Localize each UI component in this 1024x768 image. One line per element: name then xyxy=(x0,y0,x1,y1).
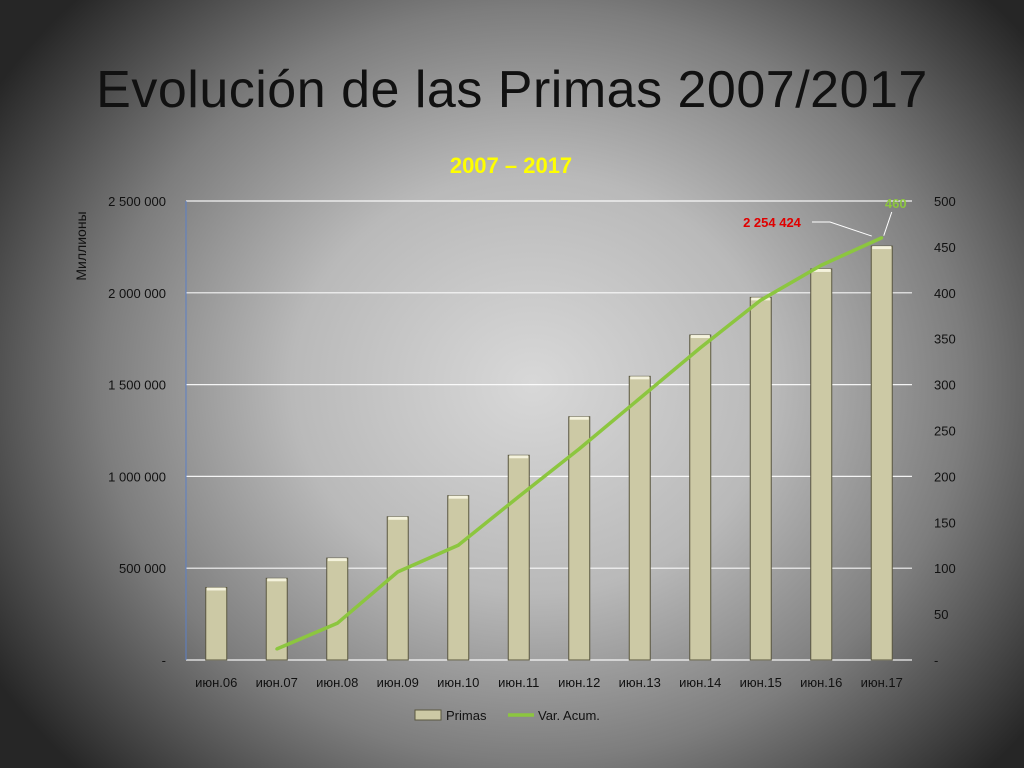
bar xyxy=(507,454,530,661)
x-tick-label: июн.08 xyxy=(316,675,358,690)
y-tick-label: 500 000 xyxy=(119,561,166,576)
y2-tick-label: 400 xyxy=(934,286,956,301)
y2-tick-label: 500 xyxy=(934,194,956,209)
annotations: 2 254 424 460 xyxy=(743,196,907,237)
x-tick-label: июн.12 xyxy=(558,675,600,690)
bar-highlight xyxy=(388,516,408,520)
x-axis: июн.06 июн.07 июн.08 июн.09 июн.10 июн.11 июн.… xyxy=(195,675,903,690)
line-series xyxy=(275,236,884,651)
y-axis: - 500 000 1 000 000 1 500 000 2 000 000 2 500… xyxy=(108,194,187,668)
bar-highlight xyxy=(690,335,710,339)
line-point xyxy=(275,647,279,651)
line-point xyxy=(880,236,884,240)
slide-title: Evolución de las Primas 2007/2017 xyxy=(96,61,928,119)
y2-axis: - 50 100 150 200 250 300 350 400 450 500 xyxy=(934,194,956,668)
bar xyxy=(628,375,651,661)
bars xyxy=(205,245,893,661)
x-tick-label: июн.07 xyxy=(256,675,298,690)
grid xyxy=(186,200,912,661)
bar xyxy=(326,557,349,661)
callout-leader xyxy=(812,221,872,237)
legend-label: Var. Acum. xyxy=(538,708,600,723)
line-point xyxy=(577,447,581,451)
bar-value-label: 2 254 424 xyxy=(743,215,802,230)
x-tick-label: июн.11 xyxy=(498,675,539,690)
line-point xyxy=(759,298,763,302)
x-tick-label: июн.14 xyxy=(679,675,721,690)
y-axis-label: Миллионы xyxy=(73,211,89,280)
callout-leader xyxy=(883,211,893,236)
line-point xyxy=(335,621,339,625)
bar xyxy=(205,586,228,661)
bar-highlight xyxy=(630,376,650,380)
bar-highlight xyxy=(811,268,831,272)
bar-highlight xyxy=(327,558,347,562)
bar-highlight xyxy=(872,246,892,250)
bar xyxy=(810,268,833,661)
bar-highlight xyxy=(206,587,226,591)
y-tick-label: - xyxy=(162,653,166,668)
bar-highlight xyxy=(509,455,529,459)
y2-tick-label: 350 xyxy=(934,332,956,347)
line-point xyxy=(517,495,521,499)
y-tick-label: 1 500 000 xyxy=(108,378,166,393)
y-tick-label: 2 500 000 xyxy=(108,194,166,209)
y2-tick-label: 150 xyxy=(934,515,956,530)
y2-tick-label: 200 xyxy=(934,469,956,484)
x-tick-label: июн.13 xyxy=(619,675,661,690)
chart-title: 2007 – 2017 xyxy=(450,153,572,178)
x-tick-label: июн.10 xyxy=(437,675,479,690)
legend-label: Primas xyxy=(446,708,487,723)
y2-tick-label: 450 xyxy=(934,240,956,255)
line-point xyxy=(698,346,702,350)
x-tick-label: июн.16 xyxy=(800,675,842,690)
y2-tick-label: 250 xyxy=(934,424,956,439)
y2-tick-label: 50 xyxy=(934,607,948,622)
y2-tick-label: - xyxy=(934,653,938,668)
legend-swatch-bars xyxy=(414,709,442,721)
bar xyxy=(447,495,470,661)
x-tick-label: июн.15 xyxy=(740,675,782,690)
y2-tick-label: 300 xyxy=(934,378,956,393)
bar-highlight xyxy=(569,416,589,420)
bar xyxy=(386,516,409,661)
line-point xyxy=(396,570,400,574)
bar xyxy=(749,296,772,661)
bar xyxy=(689,334,712,661)
y-tick-label: 1 000 000 xyxy=(108,469,166,484)
x-tick-label: июн.09 xyxy=(377,675,419,690)
x-tick-label: июн.06 xyxy=(195,675,237,690)
line-point xyxy=(819,263,823,267)
line-point xyxy=(456,543,460,547)
legend: Primas Var. Acum. xyxy=(414,708,600,723)
y2-tick-label: 100 xyxy=(934,561,956,576)
bar-highlight xyxy=(267,578,287,582)
line-value-label: 460 xyxy=(885,196,907,211)
bar xyxy=(870,245,893,661)
line-point xyxy=(638,396,642,400)
y-tick-label: 2 000 000 xyxy=(108,286,166,301)
bar-highlight xyxy=(448,495,468,499)
x-tick-label: июн.17 xyxy=(861,675,903,690)
